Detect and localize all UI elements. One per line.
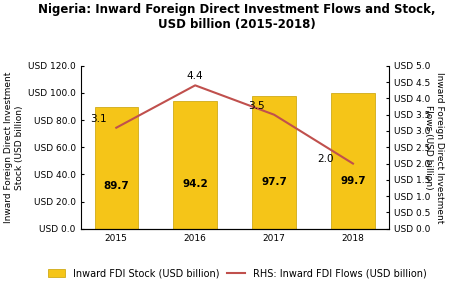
Text: 99.7: 99.7: [340, 176, 366, 186]
Bar: [252, 96, 296, 229]
Y-axis label: Inward Foreign Direct Investment
Stock (USD billion): Inward Foreign Direct Investment Stock (…: [4, 72, 24, 223]
Text: 4.4: 4.4: [187, 72, 203, 82]
Bar: [331, 93, 374, 229]
Bar: [173, 101, 217, 229]
Text: Nigeria: Inward Foreign Direct Investment Flows and Stock,
USD billion (2015-201: Nigeria: Inward Foreign Direct Investmen…: [38, 3, 436, 31]
Text: 89.7: 89.7: [103, 181, 129, 191]
Text: 3.5: 3.5: [248, 101, 265, 111]
Legend: Inward FDI Stock (USD billion), RHS: Inward FDI Flows (USD billion): Inward FDI Stock (USD billion), RHS: Inw…: [48, 268, 426, 278]
Text: 3.1: 3.1: [91, 114, 107, 124]
Bar: [95, 107, 138, 229]
Text: 97.7: 97.7: [261, 177, 287, 187]
Text: 94.2: 94.2: [182, 179, 208, 189]
Text: 2.0: 2.0: [317, 154, 334, 164]
Y-axis label: Inward Foreign Direct Investment
Flows (USD billion): Inward Foreign Direct Investment Flows (…: [424, 72, 444, 223]
